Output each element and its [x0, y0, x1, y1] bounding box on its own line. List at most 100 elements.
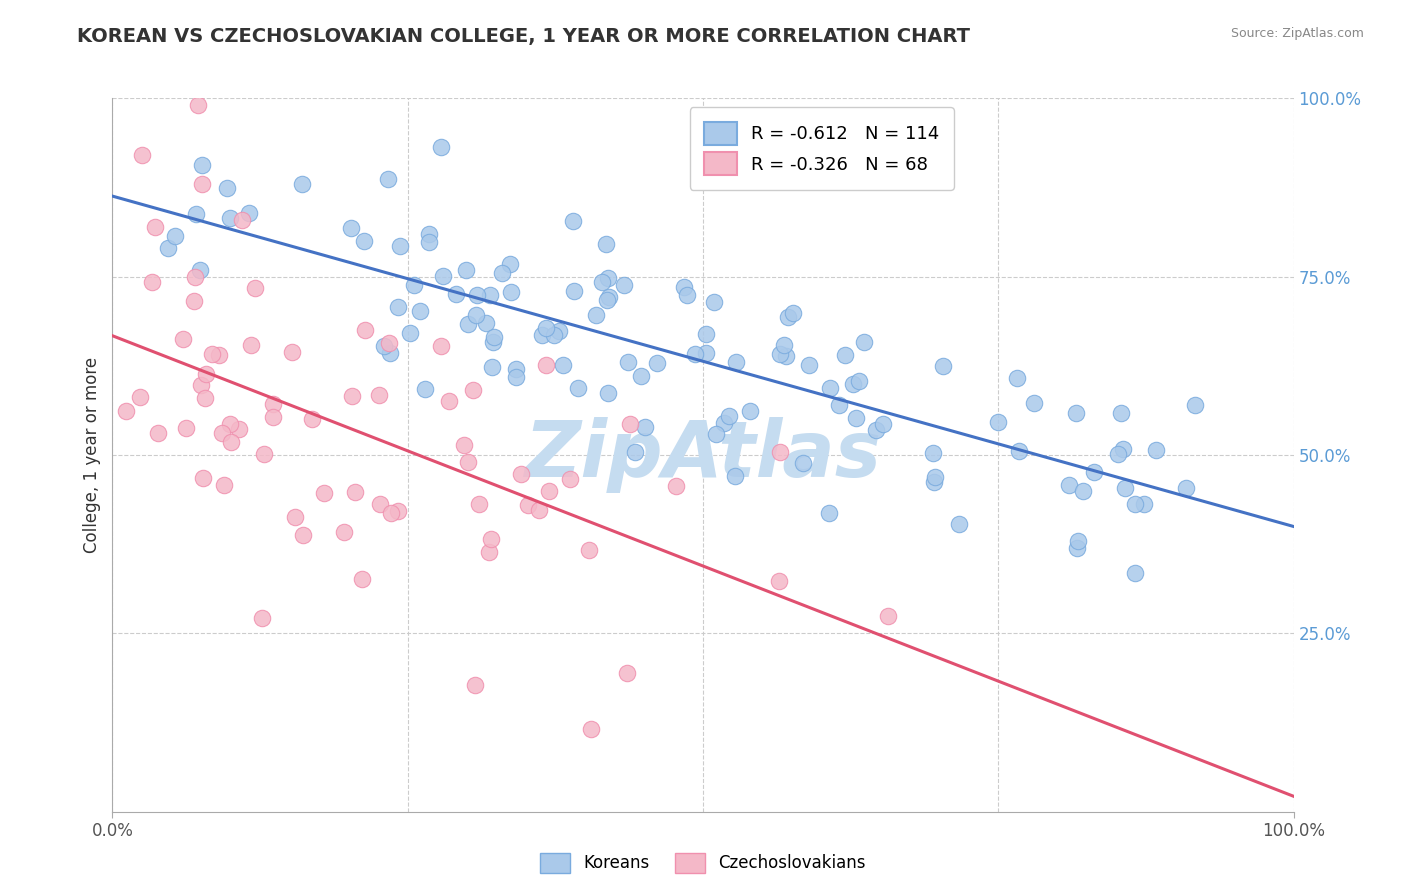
- Point: [647, 356, 669, 370]
- Point: [128, 390, 150, 404]
- Point: [865, 423, 887, 437]
- Point: [505, 370, 527, 384]
- Point: [388, 239, 411, 253]
- Point: [463, 383, 485, 397]
- Point: [619, 417, 641, 432]
- Point: [1109, 406, 1132, 420]
- Point: [404, 277, 426, 292]
- Point: [924, 469, 946, 483]
- Point: [194, 367, 217, 381]
- Point: [262, 410, 284, 425]
- Point: [534, 320, 557, 334]
- Point: [284, 510, 307, 524]
- Point: [834, 348, 856, 362]
- Point: [481, 359, 503, 374]
- Point: [143, 220, 166, 235]
- Point: [312, 486, 335, 500]
- Point: [683, 347, 706, 361]
- Point: [769, 347, 792, 361]
- Point: [877, 609, 900, 624]
- Point: [676, 288, 699, 302]
- Point: [191, 471, 214, 485]
- Point: [841, 376, 863, 391]
- Point: [616, 355, 638, 369]
- Point: [456, 263, 478, 277]
- Point: [1175, 481, 1198, 495]
- Point: [465, 287, 488, 301]
- Point: [432, 269, 454, 284]
- Point: [430, 339, 453, 353]
- Point: [457, 317, 479, 331]
- Point: [725, 354, 748, 368]
- Point: [484, 329, 506, 343]
- Point: [1123, 566, 1146, 580]
- Point: [1107, 447, 1129, 461]
- Point: [468, 497, 491, 511]
- Point: [579, 722, 602, 736]
- Point: [479, 287, 502, 301]
- Point: [190, 378, 212, 392]
- Point: [240, 338, 263, 352]
- Point: [464, 308, 486, 322]
- Point: [1114, 481, 1136, 495]
- Point: [1123, 497, 1146, 511]
- Point: [368, 388, 391, 402]
- Point: [399, 326, 422, 340]
- Point: [672, 280, 695, 294]
- Point: [499, 257, 522, 271]
- Point: [211, 426, 233, 441]
- Point: [1024, 396, 1046, 410]
- Point: [194, 391, 217, 405]
- Point: [769, 445, 792, 459]
- Point: [1083, 466, 1105, 480]
- Point: [536, 359, 558, 373]
- Point: [408, 303, 430, 318]
- Point: [174, 421, 197, 435]
- Point: [340, 220, 363, 235]
- Point: [464, 678, 486, 692]
- Point: [516, 498, 538, 512]
- Point: [527, 502, 550, 516]
- Point: [212, 477, 235, 491]
- Point: [301, 411, 323, 425]
- Point: [820, 381, 842, 395]
- Point: [219, 417, 242, 431]
- Point: [922, 446, 945, 460]
- Point: [353, 322, 375, 336]
- Y-axis label: College, 1 year or more: College, 1 year or more: [83, 357, 101, 553]
- Point: [215, 180, 238, 194]
- Point: [1111, 442, 1133, 456]
- Point: [773, 338, 796, 352]
- Point: [778, 310, 800, 324]
- Point: [457, 455, 479, 469]
- Point: [922, 475, 945, 489]
- Point: [703, 294, 725, 309]
- Point: [475, 316, 498, 330]
- Point: [510, 467, 533, 482]
- Point: [616, 665, 638, 680]
- Point: [613, 277, 636, 292]
- Point: [560, 472, 582, 486]
- Point: [430, 140, 453, 154]
- Point: [262, 397, 284, 411]
- Point: [343, 485, 366, 500]
- Point: [775, 349, 797, 363]
- Point: [817, 506, 839, 520]
- Point: [368, 496, 391, 510]
- Point: [380, 506, 402, 520]
- Point: [378, 335, 401, 350]
- Point: [562, 213, 585, 227]
- Point: [373, 339, 395, 353]
- Text: KOREAN VS CZECHOSLOVAKIAN COLLEGE, 1 YEAR OR MORE CORRELATION CHART: KOREAN VS CZECHOSLOVAKIAN COLLEGE, 1 YEA…: [77, 27, 970, 45]
- Point: [548, 324, 571, 338]
- Legend: Koreans, Czechoslovakians: Koreans, Czechoslovakians: [534, 847, 872, 880]
- Point: [131, 148, 153, 162]
- Point: [377, 172, 399, 186]
- Point: [156, 241, 179, 255]
- Point: [252, 447, 274, 461]
- Point: [713, 416, 735, 430]
- Point: [115, 404, 138, 418]
- Point: [188, 263, 211, 277]
- Point: [872, 417, 894, 431]
- Point: [634, 420, 657, 434]
